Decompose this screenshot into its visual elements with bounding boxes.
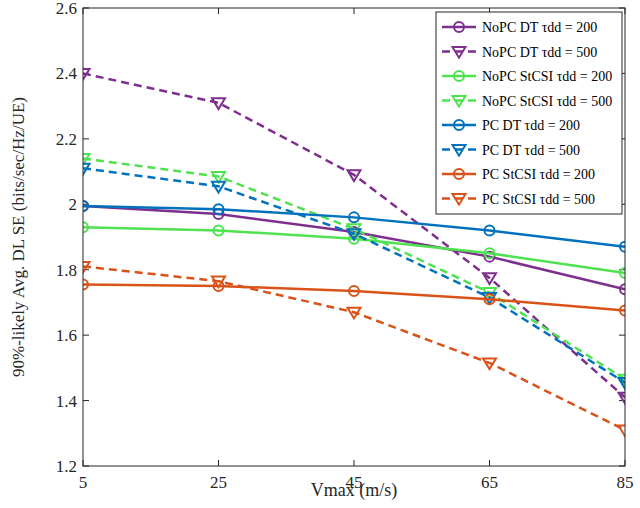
series-line — [83, 206, 625, 289]
legend-box — [436, 12, 622, 214]
series-group — [83, 69, 625, 436]
series-marker — [212, 98, 225, 109]
legend-swatch — [442, 124, 476, 127]
y-tick-label: 2.2 — [56, 130, 77, 149]
y-tick-label: 2.4 — [56, 64, 78, 83]
series-marker — [83, 201, 88, 211]
series-marker — [214, 204, 224, 214]
series-marker — [485, 294, 495, 304]
y-axis-label: 90%-likely Avg. DL SE (bits/sec/Hz/UE) — [9, 97, 28, 377]
legend-marker — [453, 96, 466, 107]
series-marker — [83, 69, 90, 80]
legend-label: PC DT τdd = 500 — [482, 143, 580, 158]
legend-marker — [453, 194, 466, 205]
series-marker — [212, 277, 225, 288]
series-marker — [83, 262, 90, 273]
series-marker — [620, 242, 625, 252]
y-tick — [83, 138, 89, 139]
series-marker — [619, 393, 626, 404]
y-tick — [619, 335, 625, 336]
series-marker — [349, 286, 359, 296]
series-marker — [620, 268, 625, 278]
series-marker — [485, 225, 495, 235]
series-marker — [214, 225, 224, 235]
y-tick-label: 2 — [69, 195, 78, 214]
series-marker — [349, 212, 359, 222]
x-tick-label: 85 — [617, 473, 634, 492]
legend-swatch — [442, 173, 476, 176]
x-axis-label: Vmax (m/s) — [311, 480, 397, 501]
series-marker — [83, 279, 88, 289]
legend-label: PC DT τdd = 200 — [482, 118, 580, 133]
series-marker — [485, 248, 495, 258]
x-tick — [354, 460, 355, 466]
legend-marker — [454, 120, 464, 130]
y-tick-label: 1.6 — [56, 326, 77, 345]
series-marker — [619, 378, 626, 389]
series-marker — [348, 170, 361, 181]
y-tick — [83, 335, 89, 336]
legend-label: NoPC DT τdd = 500 — [482, 45, 597, 60]
legend-swatch — [442, 148, 476, 151]
y-tick-label: 1.8 — [56, 261, 77, 280]
legend: NoPC DT τdd = 200 NoPC DT τdd = 500 NoPC S… — [436, 12, 622, 214]
series-marker — [483, 273, 496, 284]
plot-bg — [83, 8, 625, 466]
series-marker — [83, 222, 88, 232]
x-tick — [489, 460, 490, 466]
series-marker — [619, 425, 626, 436]
series-marker — [212, 182, 225, 193]
x-tick-label: 25 — [210, 473, 227, 492]
legend-swatch — [442, 99, 476, 102]
series-marker — [348, 308, 361, 319]
legend-label: NoPC StCSI τdd = 200 — [482, 69, 612, 84]
y-tick — [83, 400, 89, 401]
legend-marker — [453, 145, 466, 156]
x-tick — [354, 8, 355, 14]
legend-label: NoPC StCSI τdd = 500 — [482, 94, 612, 109]
legend-marker — [454, 169, 464, 179]
legend-marker — [453, 47, 466, 58]
legend-swatch — [442, 50, 476, 53]
legend-swatch — [442, 75, 476, 78]
x-tick — [218, 460, 219, 466]
series-line — [83, 284, 625, 310]
plot-frame — [83, 8, 625, 466]
x-tick — [218, 8, 219, 14]
x-tick-label: 65 — [481, 473, 498, 492]
y-tick-label: 1.4 — [56, 392, 78, 411]
legend-label: NoPC DT τdd = 200 — [482, 20, 597, 35]
series-line — [83, 73, 625, 397]
legend-swatch — [442, 26, 476, 29]
legend-marker — [454, 22, 464, 32]
series-marker — [348, 229, 361, 240]
x-tick-label: 5 — [79, 473, 88, 492]
y-tick-label: 2.6 — [56, 0, 77, 18]
series-marker — [483, 358, 496, 369]
series-line — [83, 158, 625, 379]
series-line — [83, 266, 625, 430]
chart: 5254565851.21.41.61.822.22.42.6Vmax (m/s… — [0, 0, 640, 508]
series-marker — [83, 164, 90, 175]
y-tick-label: 1.2 — [56, 457, 77, 476]
legend-swatch — [442, 197, 476, 200]
legend-marker — [454, 71, 464, 81]
series-marker — [620, 284, 625, 294]
legend-label: PC StCSI τdd = 500 — [482, 192, 595, 207]
legend-label: PC StCSI τdd = 200 — [482, 167, 595, 182]
series-marker — [620, 306, 625, 316]
